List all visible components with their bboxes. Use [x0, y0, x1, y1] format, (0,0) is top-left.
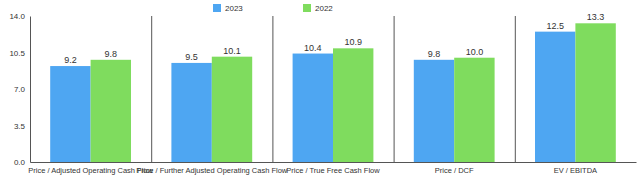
y-tick-label: 14.0	[9, 12, 25, 21]
data-label: 9.5	[185, 52, 198, 62]
y-tick: 7.0	[14, 85, 30, 94]
plot-area: 9.2 9.5 10.4 9.8 12.5 9.8 10.1 10.9 10.0 13.3 0.0 3…	[9, 12, 636, 175]
bar	[212, 57, 252, 162]
y-tick: 14.0	[9, 12, 30, 21]
chart-svg: 9.2 9.5 10.4 9.8 12.5 9.8 10.1 10.9 10.0 13.3 0.0 3…	[0, 0, 640, 180]
x-axis: Price / Adjusted Operating Cash FlowPric…	[28, 163, 636, 176]
y-tick-label: 3.5	[14, 122, 26, 131]
bar	[333, 48, 373, 162]
y-axis-line	[30, 17, 31, 163]
category-separator	[515, 16, 516, 162]
x-tick-label: Price / DCF	[435, 166, 474, 175]
data-label: 10.4	[304, 43, 322, 53]
x-tick: Price / Further Adjusted Operating Cash …	[136, 166, 287, 175]
bar	[575, 23, 615, 162]
category-separators	[152, 16, 516, 162]
x-tick-label: EV / EBITDA	[554, 166, 597, 175]
y-tick: 10.5	[9, 49, 30, 58]
bar	[454, 58, 494, 162]
y-tick-label: 7.0	[14, 85, 26, 94]
bar	[414, 60, 454, 162]
x-axis-line	[31, 162, 637, 163]
legend: 2023 2022	[213, 4, 333, 13]
y-tick-label: 0.0	[14, 158, 26, 167]
x-tick: Price / True Free Cash Flow	[286, 166, 380, 175]
x-tick-label: Price / Further Adjusted Operating Cash …	[136, 166, 287, 175]
bar	[171, 63, 211, 162]
bar	[50, 66, 90, 162]
data-label: 9.8	[105, 49, 118, 59]
x-tick-label: Price / Adjusted Operating Cash Flow	[28, 166, 153, 175]
data-label: 10.0	[466, 47, 484, 57]
bar	[535, 32, 575, 162]
legend-label: 2023	[225, 4, 243, 13]
x-tick: EV / EBITDA	[554, 166, 597, 175]
data-labels: 9.2 9.5 10.4 9.8 12.5 9.8 10.1 10.9 10.0 13.3	[64, 12, 604, 65]
bars	[50, 23, 616, 162]
category-separator	[151, 16, 152, 162]
y-axis: 0.0 3.5 7.0 10.5 14.0	[9, 12, 30, 167]
x-tick: Price / Adjusted Operating Cash Flow	[28, 166, 153, 175]
data-label: 12.5	[546, 21, 564, 31]
bar	[293, 54, 333, 162]
data-label: 9.8	[428, 49, 441, 59]
legend-swatch	[303, 4, 311, 12]
data-label: 13.3	[587, 12, 605, 22]
bar	[91, 60, 131, 162]
category-separator	[272, 16, 273, 162]
data-label: 10.9	[344, 37, 362, 47]
y-tick-label: 10.5	[9, 49, 25, 58]
y-tick: 3.5	[14, 122, 30, 131]
chart-container: 9.2 9.5 10.4 9.8 12.5 9.8 10.1 10.9 10.0 13.3 0.0 3…	[0, 0, 640, 180]
x-tick-label: Price / True Free Cash Flow	[286, 166, 380, 175]
legend-swatch	[213, 4, 221, 12]
data-label: 10.1	[223, 46, 241, 56]
data-label: 9.2	[64, 55, 77, 65]
category-separator	[394, 16, 395, 162]
legend-label: 2022	[315, 4, 333, 13]
x-tick: Price / DCF	[435, 166, 474, 175]
